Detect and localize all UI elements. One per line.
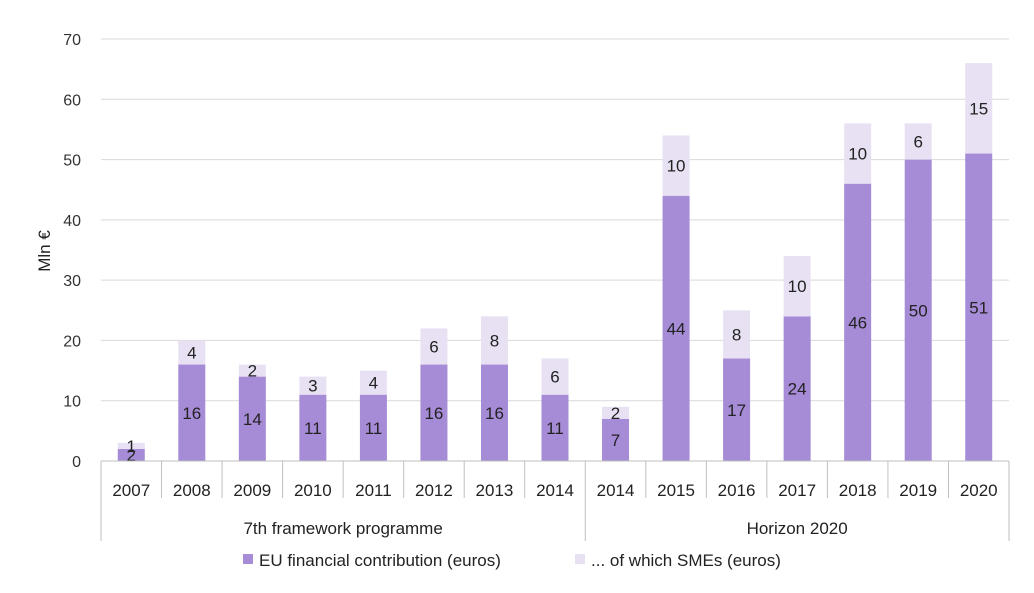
data-label-eu-contribution: 50: [909, 301, 928, 320]
bar-eu-contribution: [965, 153, 993, 462]
legend-label: EU financial contribution (euros): [259, 551, 501, 570]
bar-sme-share: [662, 135, 690, 196]
legend-label: ... of which SMEs (euros): [591, 551, 781, 570]
data-label-sme-share: 10: [667, 157, 686, 176]
data-label-eu-contribution: 16: [182, 404, 201, 423]
bar-sme-share: [783, 256, 811, 317]
bar-eu-contribution: [844, 183, 872, 461]
x-tick-label: 2016: [718, 481, 756, 500]
bar-eu-contribution: [117, 448, 145, 461]
legend: EU financial contribution (euros) ... of …: [243, 551, 781, 570]
data-label-eu-contribution: 46: [848, 313, 867, 332]
bar-eu-contribution: [662, 195, 690, 461]
bar-sme-share: [602, 406, 630, 419]
data-label-eu-contribution: 16: [485, 404, 504, 423]
bar-eu-contribution: [541, 394, 569, 461]
y-axis: 0 10 20 30 40 50 60 70: [63, 32, 81, 471]
y-tick-label: 30: [63, 273, 81, 290]
x-tick-label: 2013: [476, 481, 514, 500]
bar-sme-share: [723, 310, 751, 359]
data-label-eu-contribution: 11: [365, 419, 383, 438]
data-label-eu-contribution: 14: [243, 410, 262, 429]
data-label-sme-share: 15: [969, 99, 988, 118]
bars: [117, 63, 993, 462]
x-tick-label: 2010: [294, 481, 332, 500]
x-tick-label: 2014: [597, 481, 635, 500]
bar-eu-contribution: [359, 394, 387, 461]
x-tick-label: 2015: [657, 481, 695, 500]
y-tick-label: 20: [63, 333, 81, 350]
data-label-eu-contribution: 11: [304, 419, 322, 438]
data-label-sme-share: 10: [848, 145, 867, 164]
group-label: Horizon 2020: [747, 519, 848, 538]
x-axis: 2007 2008 2009 2010 2011 2012 2013 2014 2014 2015…: [100, 460, 1010, 541]
bar-eu-contribution: [178, 364, 206, 461]
y-tick-label: 10: [63, 394, 81, 411]
bar-eu-contribution: [602, 418, 630, 461]
data-label-sme-share: 4: [187, 343, 196, 362]
bar-eu-contribution: [904, 159, 932, 462]
data-label-eu-contribution: 24: [788, 380, 807, 399]
bar-sme-share: [359, 370, 387, 395]
x-tick-label: 2017: [778, 481, 816, 500]
x-tick-label: 2018: [839, 481, 877, 500]
bar-eu-contribution: [723, 358, 751, 461]
y-tick-label: 0: [72, 454, 81, 471]
data-label-sme-share: 3: [308, 377, 317, 396]
bar-sme-share: [420, 328, 448, 365]
bar-sme-share: [541, 358, 569, 395]
gridlines: [101, 38, 1009, 402]
data-label-eu-contribution: 17: [727, 401, 746, 420]
bar-eu-contribution: [238, 376, 266, 461]
y-tick-label: 60: [63, 92, 81, 109]
data-label-sme-share: 6: [913, 132, 922, 151]
data-label-sme-share: 10: [788, 277, 807, 296]
y-tick-label: 50: [63, 153, 81, 170]
data-label-sme-share: 8: [732, 325, 741, 344]
group-label: 7th framework programme: [243, 519, 442, 538]
data-label-sme-share: 1: [127, 437, 136, 456]
data-label-eu-contribution: 11: [546, 419, 564, 438]
bar-sme-share: [299, 376, 327, 395]
bar-sme-share: [238, 364, 266, 377]
x-tick-label: 2020: [960, 481, 998, 500]
x-tick-label: 2011: [355, 481, 392, 500]
x-tick-label: 2009: [233, 481, 271, 500]
data-label-sme-share: 2: [248, 362, 257, 381]
data-label-eu-contribution: 16: [424, 404, 443, 423]
y-tick-label: 40: [63, 213, 81, 230]
x-tick-label: 2007: [112, 481, 150, 500]
legend-swatch: [243, 554, 253, 564]
data-label-sme-share: 6: [550, 368, 559, 387]
data-label-eu-contribution: 2: [127, 446, 136, 465]
data-label-sme-share: 2: [611, 404, 620, 423]
bar-eu-contribution: [299, 394, 327, 461]
y-tick-label: 70: [63, 32, 81, 49]
y-axis-label: Mln €: [35, 230, 54, 272]
x-tick-label: 2008: [173, 481, 211, 500]
data-labels: 2116414211311416616811672441017824104610…: [127, 99, 989, 465]
bar-sme-share: [965, 63, 993, 154]
data-label-sme-share: 4: [369, 374, 378, 393]
bar-eu-contribution: [480, 364, 508, 461]
bar-sme-share: [904, 123, 932, 160]
bar-sme-share: [117, 442, 145, 449]
data-label-eu-contribution: 51: [969, 298, 988, 317]
x-tick-label: 2014: [536, 481, 574, 500]
data-label-eu-contribution: 7: [611, 431, 620, 450]
data-label-sme-share: 6: [429, 337, 438, 356]
x-tick-label: 2012: [415, 481, 453, 500]
bar-sme-share: [844, 123, 872, 184]
bar-eu-contribution: [783, 316, 811, 461]
bar-eu-contribution: [420, 364, 448, 461]
legend-swatch: [575, 554, 585, 564]
data-label-eu-contribution: 44: [667, 319, 686, 338]
x-tick-label: 2019: [899, 481, 937, 500]
bar-sme-share: [178, 340, 206, 365]
data-label-sme-share: 8: [490, 331, 499, 350]
bar-sme-share: [480, 316, 508, 365]
